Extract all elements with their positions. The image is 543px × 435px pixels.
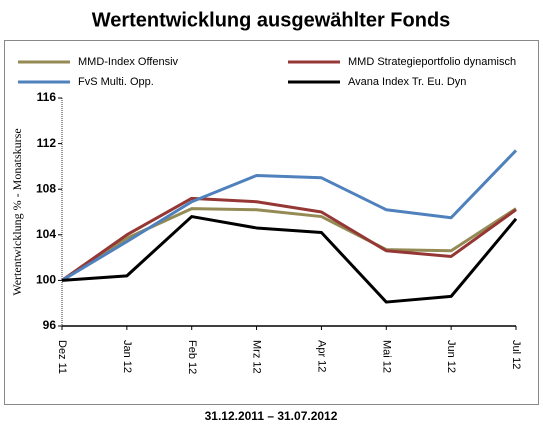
y-tick-label: 112 [37,136,57,150]
x-tick-label: Jan 12 [121,340,133,373]
legend-label: MMD Strategieportfolio dynamisch [348,56,516,68]
x-tick-label: Jun 12 [445,340,457,373]
x-tick-label: Jul 12 [510,340,522,369]
y-tick-label: 100 [36,273,56,287]
series-line [61,215,518,304]
y-tick-label: 108 [36,181,56,195]
legend-label: FvS Multi. Opp. [78,76,154,88]
y-tick-label: 104 [36,227,56,241]
legend-label: MMD-Index Offensiv [78,56,179,68]
chart-frame [4,40,539,405]
y-tick-label: 96 [43,318,57,332]
series-line [61,196,517,282]
y-axis-label: Wertentwicklung % - Monatskurse [10,128,24,295]
chart-title: Wertentwicklung ausgewählter Fonds [92,9,451,31]
series-line [61,207,517,282]
x-tick-label: Dez 11 [56,340,68,374]
x-tick-label: Mrz 12 [251,340,263,374]
x-tick-label: Feb 12 [186,340,198,374]
series-line [61,149,518,282]
x-tick-label: Apr 12 [316,340,328,372]
footer: 31.12.2011 – 31.07.2012 [205,409,338,423]
legend-label: Avana Index Tr. Eu. Dyn [348,76,466,88]
x-tick-label: Mai 12 [380,340,392,373]
y-tick-label: 116 [37,90,57,104]
